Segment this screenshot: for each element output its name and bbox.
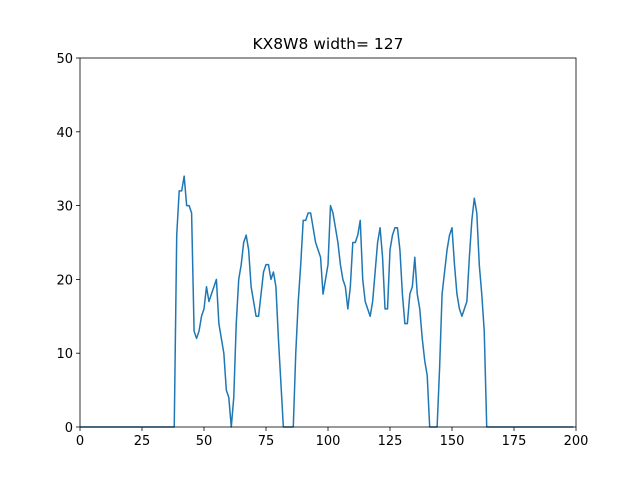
x-tick-label: 150 xyxy=(440,434,465,449)
x-tick-label: 125 xyxy=(378,434,403,449)
y-tick-label: 40 xyxy=(56,126,73,141)
x-tick-label: 75 xyxy=(258,434,275,449)
y-tick-label: 30 xyxy=(56,200,73,215)
y-tick-label: 50 xyxy=(56,52,73,67)
y-tick-label: 0 xyxy=(65,421,73,436)
x-tick-label: 175 xyxy=(502,434,527,449)
y-tick-label: 10 xyxy=(56,347,73,362)
plot-frame xyxy=(79,57,577,428)
x-tick-label: 50 xyxy=(196,434,213,449)
x-tick-label: 200 xyxy=(564,434,589,449)
x-tick-label: 25 xyxy=(134,434,151,449)
x-tick-label: 100 xyxy=(316,434,341,449)
x-tick-label: 0 xyxy=(76,434,84,449)
y-tick-label: 20 xyxy=(56,273,73,288)
chart-title: KX8W8 width= 127 xyxy=(253,35,404,53)
